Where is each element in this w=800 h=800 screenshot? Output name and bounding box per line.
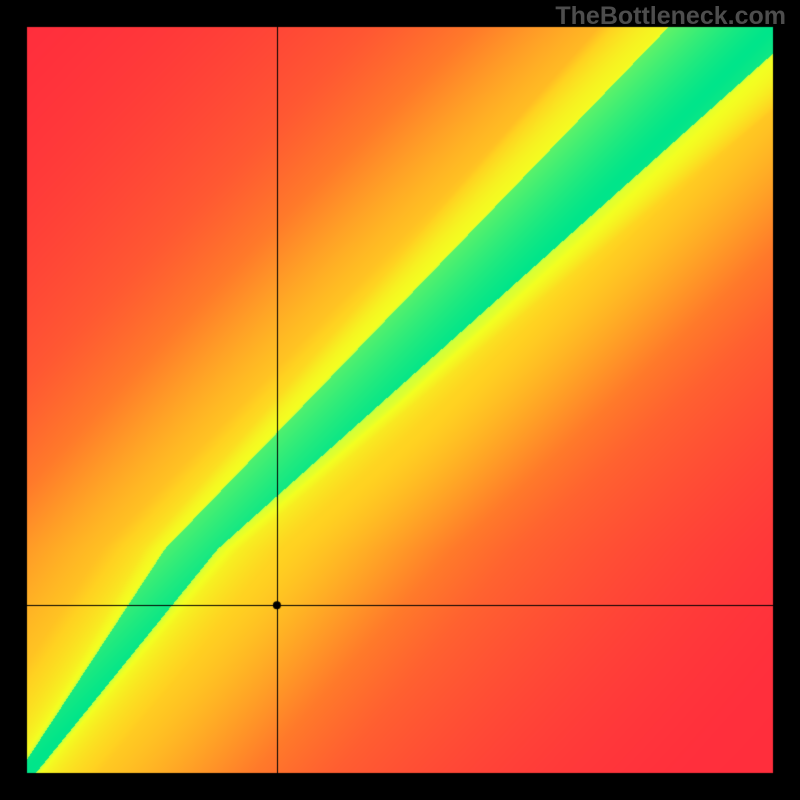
- bottleneck-heatmap: [0, 0, 800, 800]
- watermark-text: TheBottleneck.com: [555, 2, 786, 31]
- chart-container: TheBottleneck.com: [0, 0, 800, 800]
